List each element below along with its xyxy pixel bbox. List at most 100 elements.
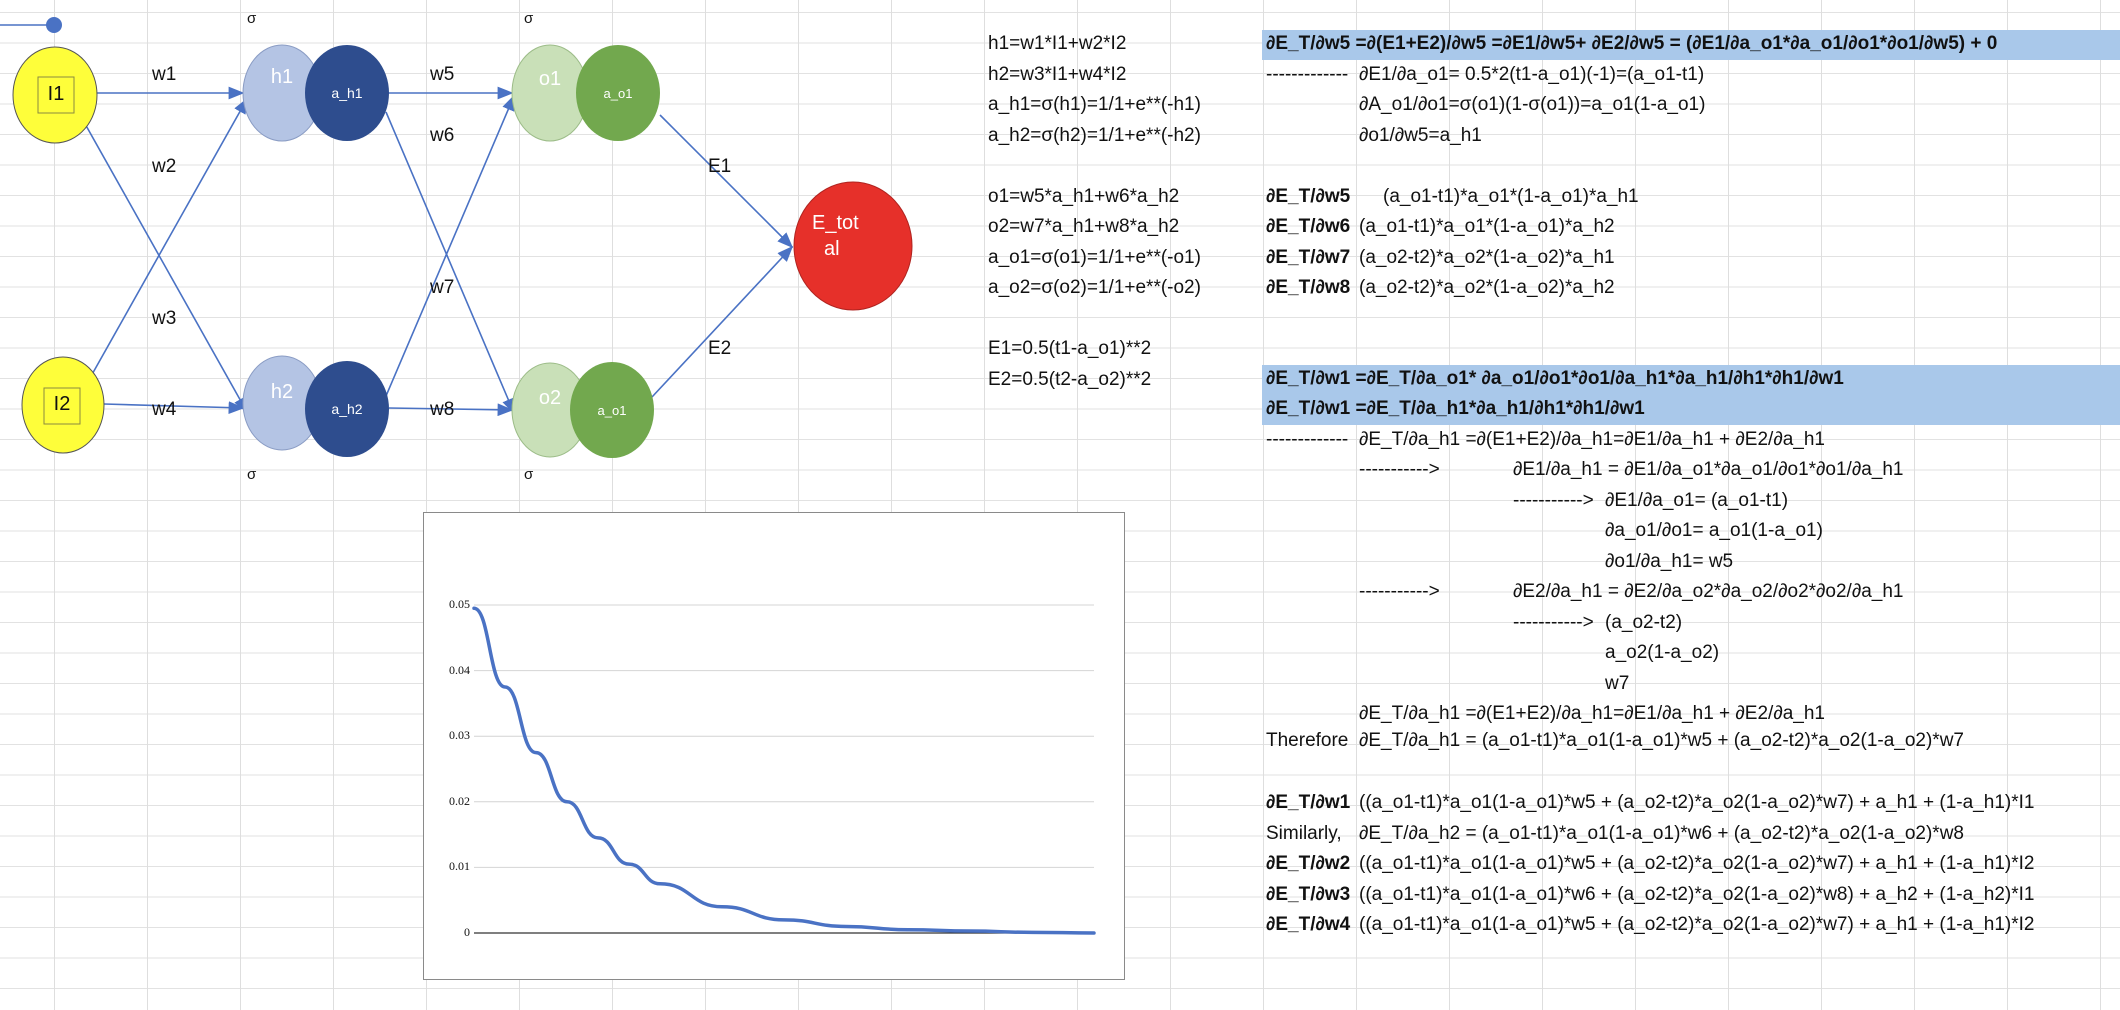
- similarly-label: Similarly,: [1266, 823, 1342, 844]
- input-label-i1: I1: [47, 83, 65, 105]
- forward-eq-ah2: a_h2=σ(h2)=1/1+e**(-h2): [988, 125, 1201, 146]
- forward-eq-e2: E2=0.5(t2-a_o2)**2: [988, 369, 1152, 390]
- result-label-w5: ∂E_T/∂w5: [1266, 186, 1351, 207]
- output-node-o2-act[interactable]: [570, 362, 654, 458]
- edge-w2: [83, 121, 248, 414]
- chart-series-line: [472, 606, 1096, 935]
- hidden-label-h1-act: a_h1: [331, 85, 363, 101]
- edge-w4: [103, 401, 245, 414]
- embedded-chart[interactable]: 0 0.01 0.02 0.03 0.04 0.05: [423, 512, 1125, 980]
- sigma-o1: σ: [524, 10, 534, 27]
- output-label-o1-net: o1: [538, 68, 562, 90]
- selection-handle-dot[interactable]: [46, 17, 62, 33]
- sigma-h1: σ: [247, 10, 257, 27]
- result-label-w8: ∂E_T/∂w8: [1266, 277, 1351, 298]
- e2-term-1: (a_o2-t2): [1605, 612, 1683, 633]
- result-label-w7: ∂E_T/∂w7: [1266, 247, 1351, 268]
- highlight-band-w5: [1262, 30, 2120, 60]
- output-node-o1-act[interactable]: [576, 45, 660, 141]
- sigma-h2: σ: [247, 466, 257, 483]
- output-label-o1-act: a_o1: [603, 86, 633, 101]
- sigma-o2: σ: [524, 466, 534, 483]
- error-label-line2: al: [824, 238, 840, 260]
- weight-label-w5: w5: [430, 64, 455, 85]
- result-expr-w8: (a_o2-t2)*a_o2*(1-a_o2)*a_h2: [1359, 277, 1615, 298]
- forward-eq-ah1: a_h1=σ(h1)=1/1+e**(-h1): [988, 94, 1201, 115]
- result-expr-w7: (a_o2-t2)*a_o2*(1-a_o2)*a_h1: [1359, 247, 1615, 268]
- result-expr-w6: (a_o1-t1)*a_o1*(1-a_o1)*a_h2: [1359, 216, 1615, 237]
- final-expr-w1: ((a_o1-t1)*a_o1(1-a_o1)*w5 + (a_o2-t2)*a…: [1359, 792, 2035, 813]
- forward-eq-h1: h1=w1*I1+w2*I2: [988, 33, 1127, 54]
- e1-term-arrow: ----------->: [1513, 490, 1594, 511]
- w5-step3: ∂o1/∂w5=a_h1: [1359, 125, 1482, 146]
- edge-label-e2: E2: [708, 338, 732, 359]
- error-node[interactable]: [793, 181, 913, 311]
- forward-eq-o2: o2=w7*a_h1+w8*a_h2: [988, 216, 1180, 237]
- input-label-i2: I2: [53, 393, 71, 415]
- forward-eq-e1: E1=0.5(t1-a_o1)**2: [988, 338, 1152, 359]
- final-expr-w3: ((a_o1-t1)*a_o1(1-a_o1)*w6 + (a_o2-t2)*a…: [1359, 884, 2035, 905]
- e1-term-1: ∂E1/∂a_o1= (a_o1-t1): [1605, 490, 1789, 511]
- w1-derivation-header-1: ∂E_T/∂w1 =∂E_T/∂a_o1* ∂a_o1/∂o1*∂o1/∂a_h…: [1266, 368, 1844, 389]
- ah1-split: ∂E_T/∂a_h1 =∂(E1+E2)/∂a_h1=∂E1/∂a_h1 + ∂…: [1359, 429, 1825, 450]
- chart-y-tick-label: 0.02: [449, 793, 470, 808]
- e2-chain: ∂E2/∂a_h1 = ∂E2/∂a_o2*∂a_o2/∂o2*∂o2/∂a_h…: [1513, 581, 1904, 602]
- edge-w3: [89, 97, 248, 379]
- final-expr-w2: ((a_o1-t1)*a_o1(1-a_o1)*w5 + (a_o2-t2)*a…: [1359, 853, 2035, 874]
- result-label-w6: ∂E_T/∂w6: [1266, 216, 1351, 237]
- chart-y-tick-label: 0.04: [449, 662, 470, 677]
- result-expr-w5: (a_o1-t1)*a_o1*(1-a_o1)*a_h1: [1383, 186, 1639, 207]
- w5-derivation-header: ∂E_T/∂w5 =∂(E1+E2)/∂w5 =∂E1/∂w5+ ∂E2/∂w5…: [1266, 33, 1998, 54]
- network-edges: [0, 24, 794, 417]
- weight-label-w4: w4: [152, 399, 177, 420]
- edge-label-e1: E1: [708, 156, 732, 177]
- weight-label-w7: w7: [430, 277, 455, 298]
- weight-label-w8: w8: [430, 399, 455, 420]
- forward-eq-h2: h2=w3*I1+w4*I2: [988, 64, 1127, 85]
- chart-y-tick-label: 0.05: [449, 597, 470, 611]
- output-label-o2-net: o2: [538, 387, 562, 409]
- weight-label-w3: w3: [152, 308, 177, 329]
- highlight-band-w1b: [1262, 395, 2120, 425]
- ah1-repeat: ∂E_T/∂a_h1 =∂(E1+E2)/∂a_h1=∂E1/∂a_h1 + ∂…: [1359, 703, 1825, 724]
- weight-label-w6: w6: [430, 125, 455, 146]
- hidden-label-h2-net: h2: [270, 381, 294, 403]
- input-node-i1[interactable]: [12, 46, 98, 144]
- error-label-line1: E_tot: [812, 212, 859, 234]
- hidden-label-h2-act: a_h2: [331, 401, 363, 417]
- w5-step1: ∂E1/∂a_o1= 0.5*2(t1-a_o1)(-1)=(a_o1-t1): [1359, 64, 1705, 85]
- edge-e1: [659, 114, 794, 249]
- forward-eq-ao1: a_o1=σ(o1)=1/1+e**(-o1): [988, 247, 1201, 268]
- w5-step2: ∂A_o1/∂o1=σ(o1)(1-σ(o1))=a_o1(1-a_o1): [1359, 94, 1706, 115]
- weight-label-w2: w2: [152, 156, 177, 177]
- e2-arrow: ----------->: [1359, 581, 1440, 602]
- therefore-expr: ∂E_T/∂a_h1 = (a_o1-t1)*a_o1(1-a_o1)*w5 +…: [1359, 730, 1964, 751]
- forward-eq-o1: o1=w5*a_h1+w6*a_h2: [988, 186, 1180, 207]
- final-expr-w4: ((a_o1-t1)*a_o1(1-a_o1)*w5 + (a_o2-t2)*a…: [1359, 914, 2035, 935]
- hidden-node-h2-act[interactable]: [305, 361, 389, 457]
- chart-y-tick-label: 0.01: [449, 859, 470, 874]
- e1-term-2: ∂a_o1/∂o1= a_o1(1-a_o1): [1605, 520, 1823, 541]
- w1-derivation-header-2: ∂E_T/∂w1 =∂E_T/∂a_h1*∂a_h1/∂h1*∂h1/∂w1: [1266, 398, 1645, 419]
- final-label-w4: ∂E_T/∂w4: [1266, 914, 1351, 935]
- input-node-i2[interactable]: [21, 356, 105, 454]
- w5-dashes: -------------: [1266, 64, 1349, 85]
- e2-term-arrow: ----------->: [1513, 612, 1594, 633]
- edge-w7: [385, 94, 515, 397]
- hidden-node-h1-act[interactable]: [305, 45, 389, 141]
- chart-plot-area: [472, 604, 1096, 935]
- similarly-expr: ∂E_T/∂a_h2 = (a_o1-t1)*a_o1(1-a_o1)*w6 +…: [1359, 823, 1964, 844]
- chart-y-tick-label: 0: [464, 925, 470, 939]
- highlight-band-w1a: [1262, 365, 2120, 395]
- weight-label-w1: w1: [152, 64, 177, 85]
- hidden-label-h1-net: h1: [270, 66, 294, 88]
- final-label-w2: ∂E_T/∂w2: [1266, 853, 1351, 874]
- edge-w6: [385, 111, 515, 415]
- e2-term-3: w7: [1605, 673, 1630, 694]
- e1-chain: ∂E1/∂a_h1 = ∂E1/∂a_o1*∂a_o1/∂o1*∂o1/∂a_h…: [1513, 459, 1904, 480]
- input-node-i2-box: [43, 387, 81, 425]
- ah1-dashes: -------------: [1266, 429, 1349, 450]
- therefore-label: Therefore: [1266, 730, 1349, 751]
- final-label-w1: ∂E_T/∂w1: [1266, 792, 1351, 813]
